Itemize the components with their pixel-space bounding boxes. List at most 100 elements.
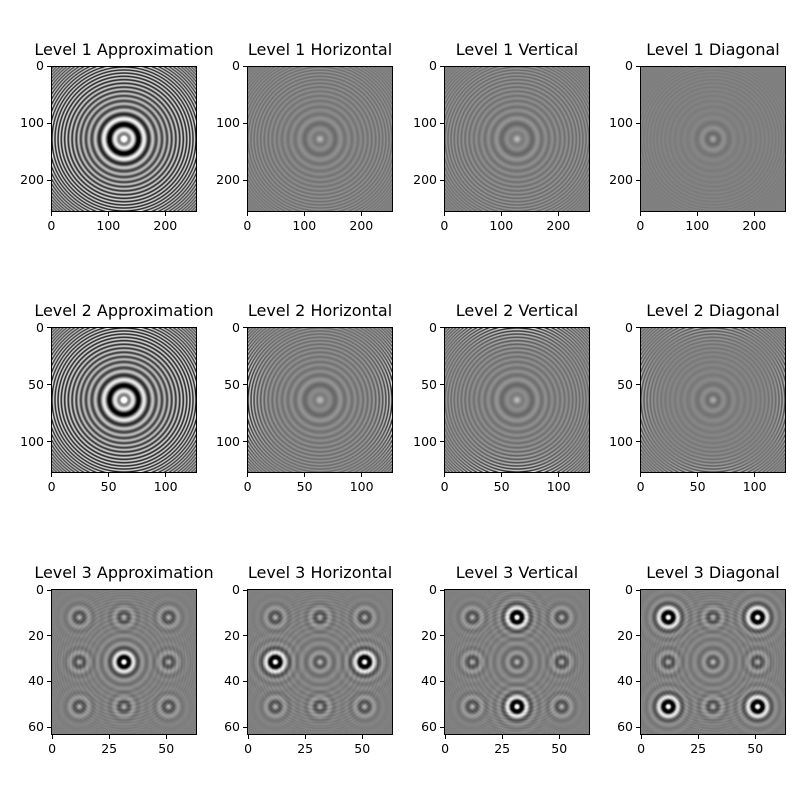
heatmap-image <box>640 66 786 212</box>
y-tick-label: 50 <box>421 376 437 392</box>
heatmap-image <box>247 327 393 473</box>
x-tick-label: 0 <box>244 741 253 756</box>
subplot-level1-horizontal: Level 1 Horizontal 0 100 200 0 100 200 <box>216 40 393 233</box>
y-tick-mark <box>47 726 51 728</box>
y-tick-label: 20 <box>421 627 437 643</box>
y-tick-mark <box>243 441 247 443</box>
heatmap-image <box>444 589 590 735</box>
x-tick-label: 100 <box>489 218 514 233</box>
x-tick-mark <box>50 212 52 216</box>
x-tick-label: 0 <box>441 741 450 756</box>
subplot-title: Level 2 Horizontal <box>247 301 393 320</box>
subplot-title: Level 2 Approximation <box>34 301 214 320</box>
x-tick-label: 0 <box>243 218 252 233</box>
x-tick-mark <box>107 212 109 216</box>
x-tick-label: 100 <box>153 479 178 494</box>
x-tick-mark <box>558 735 560 739</box>
y-tick-label: 0 <box>625 58 633 74</box>
x-tick-mark <box>557 212 559 216</box>
y-tick-label: 0 <box>36 319 44 335</box>
y-tick-mark <box>243 680 247 682</box>
y-tick-label: 0 <box>429 582 437 598</box>
x-tick-mark <box>697 735 699 739</box>
y-tick-mark <box>440 384 444 386</box>
x-tick-label: 200 <box>153 218 178 233</box>
y-tick-label: 60 <box>28 719 44 735</box>
heatmap-image <box>444 66 590 212</box>
x-tick-mark <box>303 212 305 216</box>
y-tick-label: 0 <box>36 582 44 598</box>
y-tick-label: 200 <box>216 172 240 188</box>
y-tick-label: 60 <box>224 719 240 735</box>
subplot-level3-vertical: Level 3 Vertical 0 20 40 60 0 25 50 <box>421 563 590 756</box>
subplot-level2-horizontal: Level 2 Horizontal 0 50 100 0 50 100 <box>216 301 393 494</box>
y-tick-label: 0 <box>232 58 240 74</box>
y-tick-mark <box>636 441 640 443</box>
x-tick-mark <box>640 473 642 477</box>
x-tick-label: 25 <box>297 741 314 756</box>
y-tick-mark <box>636 65 640 67</box>
x-tick-label: 0 <box>637 741 646 756</box>
y-tick-mark <box>636 635 640 637</box>
y-tick-mark <box>243 179 247 181</box>
subplot-level3-approximation: Level 3 Approximation 0 20 40 60 0 25 50 <box>28 563 214 756</box>
x-tick-label: 100 <box>546 479 571 494</box>
x-tick-label: 50 <box>296 479 313 494</box>
y-tick-mark <box>243 65 247 67</box>
y-tick-mark <box>440 122 444 124</box>
y-tick-mark <box>440 726 444 728</box>
y-tick-mark <box>47 589 51 591</box>
y-tick-mark <box>47 179 51 181</box>
y-tick-mark <box>243 384 247 386</box>
x-tick-label: 0 <box>636 479 645 494</box>
y-tick-mark <box>636 680 640 682</box>
y-tick-label: 40 <box>28 673 44 689</box>
x-tick-mark <box>51 735 53 739</box>
x-tick-label: 0 <box>440 218 449 233</box>
subplot-title: Level 3 Approximation <box>34 563 214 582</box>
y-tick-mark <box>243 726 247 728</box>
x-tick-mark <box>640 735 642 739</box>
y-tick-label: 100 <box>216 115 240 131</box>
y-tick-label: 0 <box>232 582 240 598</box>
y-tick-mark <box>243 327 247 329</box>
heatmap-image <box>51 66 197 212</box>
heatmap-image <box>51 589 197 735</box>
y-tick-label: 20 <box>28 627 44 643</box>
y-tick-label: 50 <box>224 376 240 392</box>
subplot-title: Level 3 Horizontal <box>247 563 393 582</box>
x-tick-label: 50 <box>689 479 706 494</box>
x-tick-mark <box>360 212 362 216</box>
x-tick-label: 25 <box>101 741 118 756</box>
x-tick-mark <box>558 473 560 477</box>
subplot-level1-approximation: Level 1 Approximation 0 100 200 0 100 200 <box>20 40 214 233</box>
x-tick-mark <box>753 212 755 216</box>
heatmap-image <box>247 66 393 212</box>
y-tick-label: 200 <box>20 172 44 188</box>
y-tick-label: 0 <box>429 58 437 74</box>
y-tick-mark <box>440 327 444 329</box>
x-tick-mark <box>697 473 699 477</box>
y-tick-mark <box>440 635 444 637</box>
subplot-title: Level 2 Vertical <box>455 301 579 320</box>
x-tick-label: 200 <box>349 218 374 233</box>
x-tick-label: 0 <box>47 218 56 233</box>
x-tick-label: 50 <box>354 741 371 756</box>
subplot-level1-diagonal: Level 1 Diagonal 0 100 200 0 100 200 <box>609 40 786 233</box>
x-tick-mark <box>246 212 248 216</box>
subplot-level3-diagonal: Level 3 Diagonal 0 20 40 60 0 25 50 <box>617 563 786 756</box>
x-tick-mark <box>500 212 502 216</box>
x-tick-label: 50 <box>747 741 764 756</box>
subplot-title: Level 1 Horizontal <box>247 40 393 59</box>
y-tick-label: 0 <box>625 582 633 598</box>
x-tick-label: 100 <box>742 479 767 494</box>
x-tick-label: 100 <box>349 479 374 494</box>
y-tick-label: 100 <box>216 433 240 449</box>
subplot-level3-horizontal: Level 3 Horizontal 0 20 40 60 0 25 50 <box>224 563 393 756</box>
y-tick-label: 40 <box>617 673 633 689</box>
y-tick-label: 100 <box>609 433 633 449</box>
y-tick-mark <box>636 179 640 181</box>
y-tick-label: 60 <box>421 719 437 735</box>
subplot-level2-vertical: Level 2 Vertical 0 50 100 0 50 100 <box>413 301 590 494</box>
y-tick-label: 0 <box>36 58 44 74</box>
